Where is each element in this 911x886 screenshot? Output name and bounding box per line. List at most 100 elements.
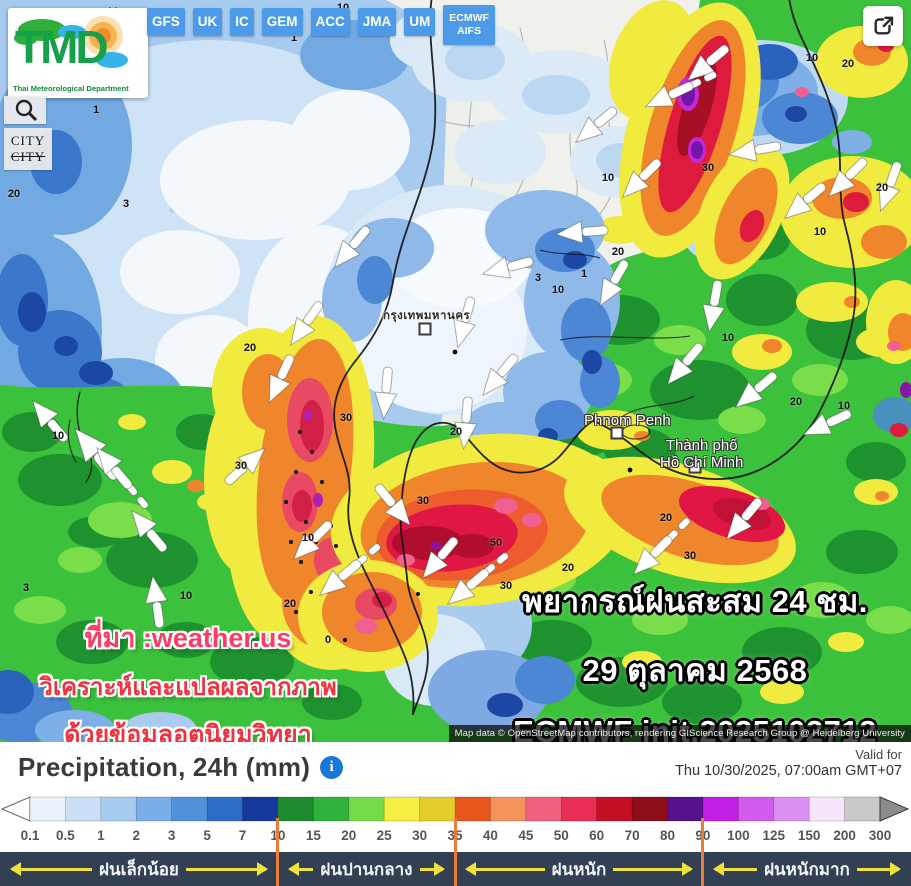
threshold-divider: [701, 818, 705, 886]
model-button-gem[interactable]: GEM: [261, 8, 303, 36]
category-arrow-right-icon: [856, 862, 902, 876]
scale-tick-label: 2: [132, 828, 140, 843]
scale-segment: [242, 796, 279, 822]
zoom-tool-button[interactable]: [4, 96, 46, 124]
scale-tick-label: 25: [377, 828, 393, 843]
share-button[interactable]: [863, 6, 903, 46]
category-arrow-right-icon: [185, 862, 268, 876]
logo-subtitle: Thai Meteorological Department: [13, 84, 129, 93]
scale-tick-label: 20: [341, 828, 356, 843]
scale-segment: [171, 796, 208, 822]
model-button-uk[interactable]: UK: [192, 8, 223, 36]
scale-segment: [206, 796, 244, 822]
scale-segment: [525, 796, 562, 822]
model-button-jma[interactable]: JMA: [357, 8, 397, 36]
rain-category: ฝนปานกลาง: [278, 852, 455, 886]
valid-for-value: Thu 10/30/2025, 07:00am GMT+07: [675, 763, 902, 779]
scale-segment: [702, 796, 740, 822]
scale-tick-label: 200: [833, 828, 856, 843]
model-button-ic[interactable]: IC: [230, 8, 254, 36]
model-button-acc[interactable]: ACC: [310, 8, 350, 36]
source-credit-text: ที่มา :weather.us วิเคราะห์และแปลผลจากภาพ…: [20, 616, 356, 742]
precipitation-color-scale: 0.10.51235710152025303540455060708090100…: [0, 796, 910, 843]
credit-line: ที่มา :weather.us: [84, 623, 292, 653]
category-arrow-right-icon: [419, 862, 446, 876]
scale-tick-label: 150: [798, 828, 821, 843]
info-icon[interactable]: i: [320, 756, 344, 779]
rain-category: ฝนหนักมาก: [703, 852, 911, 886]
city-marker: [610, 426, 624, 440]
scale-tick-label: 30: [412, 828, 427, 843]
tmd-logo-art: [14, 16, 128, 68]
scale-segment: [383, 796, 421, 822]
logo-title: TMD: [15, 21, 109, 73]
tmd-logo[interactable]: TMD Thai Meteorological Department: [8, 8, 148, 98]
city-label: กรุงเทพมหานคร: [383, 310, 471, 322]
forecast-line: 29 ตุลาคม 2568: [582, 653, 808, 688]
scale-segment: [844, 796, 881, 822]
scale-segment: [348, 796, 385, 822]
scale-tick-label: 100: [727, 828, 750, 843]
magnifier-icon: [15, 99, 38, 122]
valid-time: Valid for Thu 10/30/2025, 07:00am GMT+07: [675, 747, 902, 779]
scale-segment: [454, 796, 492, 822]
city-label: Thành phố Hồ Chí Minh: [660, 437, 744, 471]
category-arrow-left-icon: [465, 862, 545, 876]
scale-tick-label: 15: [306, 828, 322, 843]
scale-segment: [560, 796, 598, 822]
scale-tick-label: 60: [589, 828, 604, 843]
scale-segment: [313, 796, 350, 822]
scale-tick-label: 40: [483, 828, 498, 843]
category-label: ฝนหนักมาก: [764, 859, 850, 879]
category-label: ฝนเล็กน้อย: [99, 859, 179, 879]
scale-tick-label: 80: [660, 828, 675, 843]
legend-title: Precipitation, 24h (mm): [18, 752, 311, 782]
scale-segment: [100, 796, 137, 822]
scale-segment: [667, 796, 704, 822]
city-toggle-off-label: CITY: [10, 149, 46, 164]
model-selector-row: GFS UK IC GEM ACC JMA UM ECMWF AIFS: [147, 5, 495, 45]
city-marker: [688, 460, 702, 474]
scale-segment: [277, 796, 315, 822]
scale-tick-label: 1: [97, 828, 105, 843]
forecast-title-text: พยากรณ์ฝนสะสม 24 ชม.29 ตุลาคม 2568ECMWF …: [483, 576, 907, 742]
scale-tick-label: 50: [554, 828, 569, 843]
scale-tick-label: 300: [869, 828, 892, 843]
scale-tick-label: 3: [168, 828, 176, 843]
city-marker: [418, 322, 432, 336]
scale-segment: [29, 796, 67, 822]
category-arrow-left-icon: [10, 862, 92, 876]
scale-tick-label: 0.5: [56, 828, 75, 843]
credit-line: วิเคราะห์และแปลผลจากภาพ: [39, 674, 337, 701]
share-icon: [874, 16, 894, 35]
scale-tick-label: 45: [518, 828, 534, 843]
scale-segment: [419, 796, 456, 822]
scale-segment: [773, 796, 810, 822]
threshold-divider: [276, 818, 280, 886]
scale-segment: [135, 796, 173, 822]
scale-tick-label: 5: [203, 828, 211, 843]
precipitation-map[interactable]: 1013203110103102030102003020503010311020…: [0, 0, 911, 742]
category-arrow-left-icon: [712, 862, 758, 876]
rain-category: ฝนหนัก: [455, 852, 703, 886]
map-attribution: Map data © OpenStreetMap contributors, r…: [448, 725, 911, 742]
forecast-line: พยากรณ์ฝนสะสม 24 ชม.: [522, 584, 868, 619]
scale-segment: [738, 796, 775, 822]
threshold-divider: [453, 818, 457, 886]
model-button-um[interactable]: UM: [404, 8, 436, 36]
scale-segment: [490, 796, 527, 822]
city-labels-toggle[interactable]: CITY CITY: [4, 128, 52, 170]
city-toggle-on-label: CITY: [10, 132, 46, 148]
model-button-ecmwf-aifs[interactable]: ECMWF AIFS: [443, 5, 495, 45]
model-button-gfs[interactable]: GFS: [147, 8, 185, 36]
scale-tick-label: 70: [625, 828, 640, 843]
scale-segment: [631, 796, 669, 822]
category-arrow-left-icon: [287, 862, 314, 876]
scale-segment: [596, 796, 633, 822]
scale-segment: [65, 796, 102, 822]
scale-tick-label: 125: [762, 828, 785, 843]
category-arrow-right-icon: [613, 862, 693, 876]
city-label: Phnom Penh: [584, 412, 671, 429]
scale-tick-label: 0.1: [21, 828, 40, 843]
